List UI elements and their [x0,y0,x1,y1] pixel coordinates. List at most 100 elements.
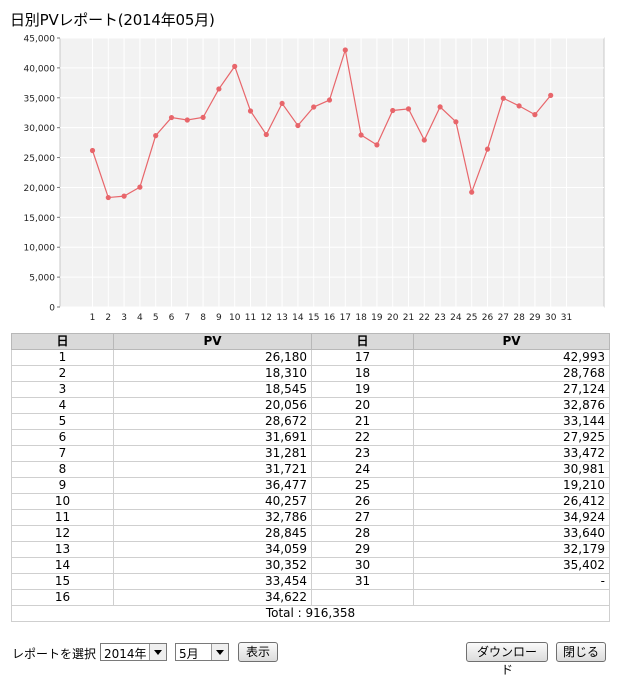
x-tick-label: 30 [545,313,557,322]
pv-data-point [453,119,459,125]
pv-series-line [91,49,552,199]
pv-cell: 19,210 [413,477,610,494]
table-row: 15 33,454 31- [11,573,610,590]
x-tick-label: 22 [419,313,430,322]
pv-cell: 28,672 [113,413,312,430]
download-button[interactable]: ダウンロード [466,642,548,677]
y-tick-label: 0 [49,304,55,314]
x-tick-label: 6 [169,313,175,322]
y-tick-label: 10,000 [24,244,56,254]
table-row: 12 28,845 28 33,640 [11,525,610,542]
month-select-value: 5月 [179,647,199,661]
x-tick-label: 7 [184,313,190,322]
total-label: Total : 916,358 [11,605,610,622]
y-tick-label: 45,000 [24,35,56,45]
day-cell: 14 [11,557,114,574]
day-cell: 24 [311,461,414,478]
pv-data-point [421,137,427,143]
year-select[interactable]: 2014年 [100,643,167,661]
day-cell: 19 [311,381,414,398]
x-tick-label: 16 [324,313,336,322]
pv-cell: 18,545 [113,381,312,398]
day-cell: 2 [11,365,114,382]
table-row: 16 34,622 [11,589,610,606]
pv-data-point [311,104,317,110]
pv-cell [413,589,610,606]
table-row: 3 18,545 19 27,124 [11,381,610,398]
month-select[interactable]: 5月 [175,643,229,661]
x-tick-label: 10 [229,313,241,322]
day-cell: 8 [11,461,114,478]
pv-data-point [105,194,111,201]
pv-cell: 31,721 [113,461,312,478]
day-cell: 29 [311,541,414,558]
pv-data-point [279,100,285,107]
pv-data-point [121,193,127,199]
pv-cell: 34,059 [113,541,312,558]
report-select-label: レポートを選択 [12,647,97,661]
pv-data-point [137,184,143,190]
pv-data-point [342,47,348,53]
table-row: 5 28,672 21 33,144 [11,413,610,430]
pv-data-point [263,131,269,138]
pv-cell: 32,876 [413,397,610,414]
table-header-row: 日 PV 日 PV [11,333,610,350]
page-title: 日別PVレポート(2014年05月) [10,11,215,29]
x-tick-label: 5 [153,313,159,322]
chevron-down-icon[interactable] [211,644,228,660]
pv-data-point [532,112,538,118]
x-tick-label: 12 [261,313,272,322]
table-row: 14 30,352 30 35,402 [11,557,610,574]
pv-cell: 20,056 [113,397,312,414]
x-tick-label: 13 [276,313,287,322]
day-cell: 27 [311,509,414,526]
pv-data-point [184,117,190,123]
pv-cell: - [413,573,610,590]
day-cell [311,589,414,606]
pv-cell: 42,993 [413,349,610,366]
y-tick-label: 20,000 [24,184,56,194]
day-cell: 21 [311,413,414,430]
day-cell: 17 [311,349,414,366]
pv-data-point [484,146,491,152]
pv-data-point [390,107,396,114]
table-row: 2 18,310 18 28,768 [11,365,610,382]
x-tick-label: 18 [355,313,367,322]
pv-data-point [326,97,333,103]
y-tick-label: 5,000 [29,274,55,284]
day-cell: 5 [11,413,114,430]
chevron-down-icon[interactable] [149,644,166,660]
pv-cell: 33,454 [113,573,312,590]
y-tick-label: 35,000 [24,94,56,104]
table-row: 10 40,257 26 26,412 [11,493,610,510]
plot-area [59,37,605,308]
close-button[interactable]: 閉じる [556,642,606,662]
x-tick-label: 8 [200,313,206,322]
day-cell: 6 [11,429,114,446]
day-cell: 9 [11,477,114,494]
day-cell: 23 [311,445,414,462]
pv-cell: 28,768 [413,365,610,382]
x-tick-label: 1 [90,313,96,322]
day-cell: 25 [311,477,414,494]
table-row: 1 26,180 17 42,993 [11,349,610,366]
pv-data-point [216,86,222,92]
x-tick-label: 25 [466,313,477,322]
x-tick-label: 19 [371,313,383,322]
day-cell: 15 [11,573,114,590]
day-cell: 12 [11,525,114,542]
x-tick-label: 17 [340,313,351,322]
pv-cell: 33,144 [413,413,610,430]
day-cell: 22 [311,429,414,446]
show-button[interactable]: 表示 [238,642,278,662]
pv-data-point [500,95,506,101]
pv-table: 日 PV 日 PV 1 26,180 17 42,993 2 18,310 18 28,768… [11,333,610,622]
pv-cell: 40,257 [113,493,312,510]
day-cell: 10 [11,493,114,510]
day-cell: 31 [311,573,414,590]
pv-data-point [374,142,380,148]
y-tick-label: 25,000 [24,154,56,164]
x-tick-label: 2 [105,313,111,322]
day-cell: 3 [11,381,114,398]
x-tick-label: 27 [498,313,509,322]
